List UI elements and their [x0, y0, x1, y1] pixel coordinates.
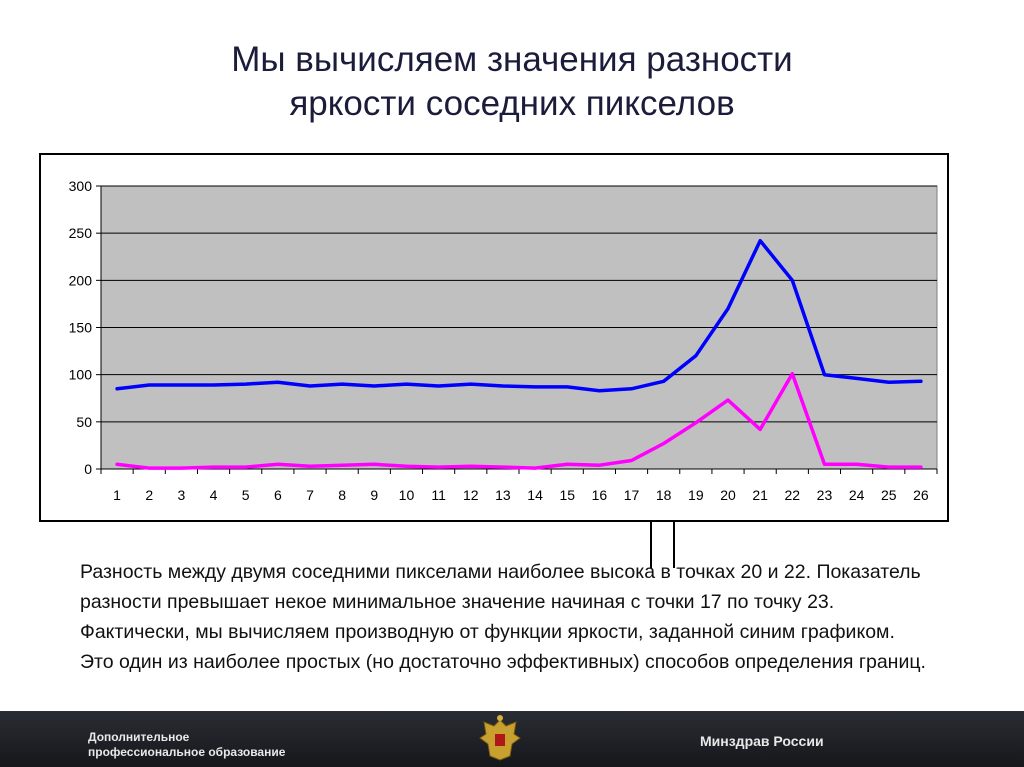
- x-tick-label: 25: [881, 487, 897, 503]
- body-text: Разность между двумя соседними пикселами…: [80, 561, 926, 673]
- y-tick-label: 250: [69, 225, 93, 241]
- x-tick-label: 21: [752, 487, 768, 503]
- chart-frame: 0 50 100 150 200 250 300 1 2 3 4 5 6 7 8 9 10 11 12 13 14 15 1…: [39, 153, 949, 522]
- x-tick-label: 14: [527, 487, 543, 503]
- y-tick-label: 200: [69, 272, 93, 288]
- footer-left-line-2: профессиональное образование: [88, 745, 286, 759]
- marker-line-left: [650, 522, 652, 568]
- x-tick-label: 2: [145, 487, 153, 503]
- x-tick-label: 10: [399, 487, 415, 503]
- y-tick-label: 0: [84, 461, 92, 477]
- title-line-2: яркости соседних пикселов: [289, 84, 735, 123]
- y-tick-label: 50: [76, 414, 92, 430]
- title-line-1: Мы вычисляем значения разности: [231, 40, 793, 79]
- x-tick-label: 12: [463, 487, 479, 503]
- footer-right-text: Минздрав России: [700, 733, 824, 749]
- x-tick-label: 7: [306, 487, 314, 503]
- x-tick-label: 26: [913, 487, 929, 503]
- x-tick-label: 5: [242, 487, 250, 503]
- x-tick-label: 19: [688, 487, 704, 503]
- x-tick-label: 8: [338, 487, 346, 503]
- y-tick-label: 150: [69, 320, 93, 336]
- slide-title: Мы вычисляем значения разности яркости с…: [0, 38, 1024, 126]
- double-headed-eagle-emblem-icon: [479, 715, 521, 761]
- x-tick-label: 18: [656, 487, 672, 503]
- x-tick-label: 9: [370, 487, 378, 503]
- x-tick-label: 16: [592, 487, 608, 503]
- y-tick-label: 100: [69, 367, 93, 383]
- series-line-2: [115, 371, 923, 470]
- footer-left-text: Дополнительное профессиональное образова…: [88, 730, 285, 760]
- x-tick-label: 23: [817, 487, 833, 503]
- x-tick-label: 11: [431, 487, 446, 503]
- x-tick-label: 20: [720, 487, 736, 503]
- x-tick-label: 1: [113, 487, 121, 503]
- x-tick-label: 22: [785, 487, 801, 503]
- x-tick-label: 17: [624, 487, 640, 503]
- x-tick-label: 15: [559, 487, 575, 503]
- series-line-1: [115, 238, 923, 393]
- x-tick-label: 13: [495, 487, 511, 503]
- x-tick-label: 3: [177, 487, 185, 503]
- x-tick-label: 6: [274, 487, 282, 503]
- x-tick-label: 24: [849, 487, 865, 503]
- x-tick-label: 4: [210, 487, 218, 503]
- y-tick-label: 300: [69, 178, 93, 194]
- marker-line-right: [673, 522, 675, 568]
- footer-left-line-1: Дополнительное: [88, 730, 190, 744]
